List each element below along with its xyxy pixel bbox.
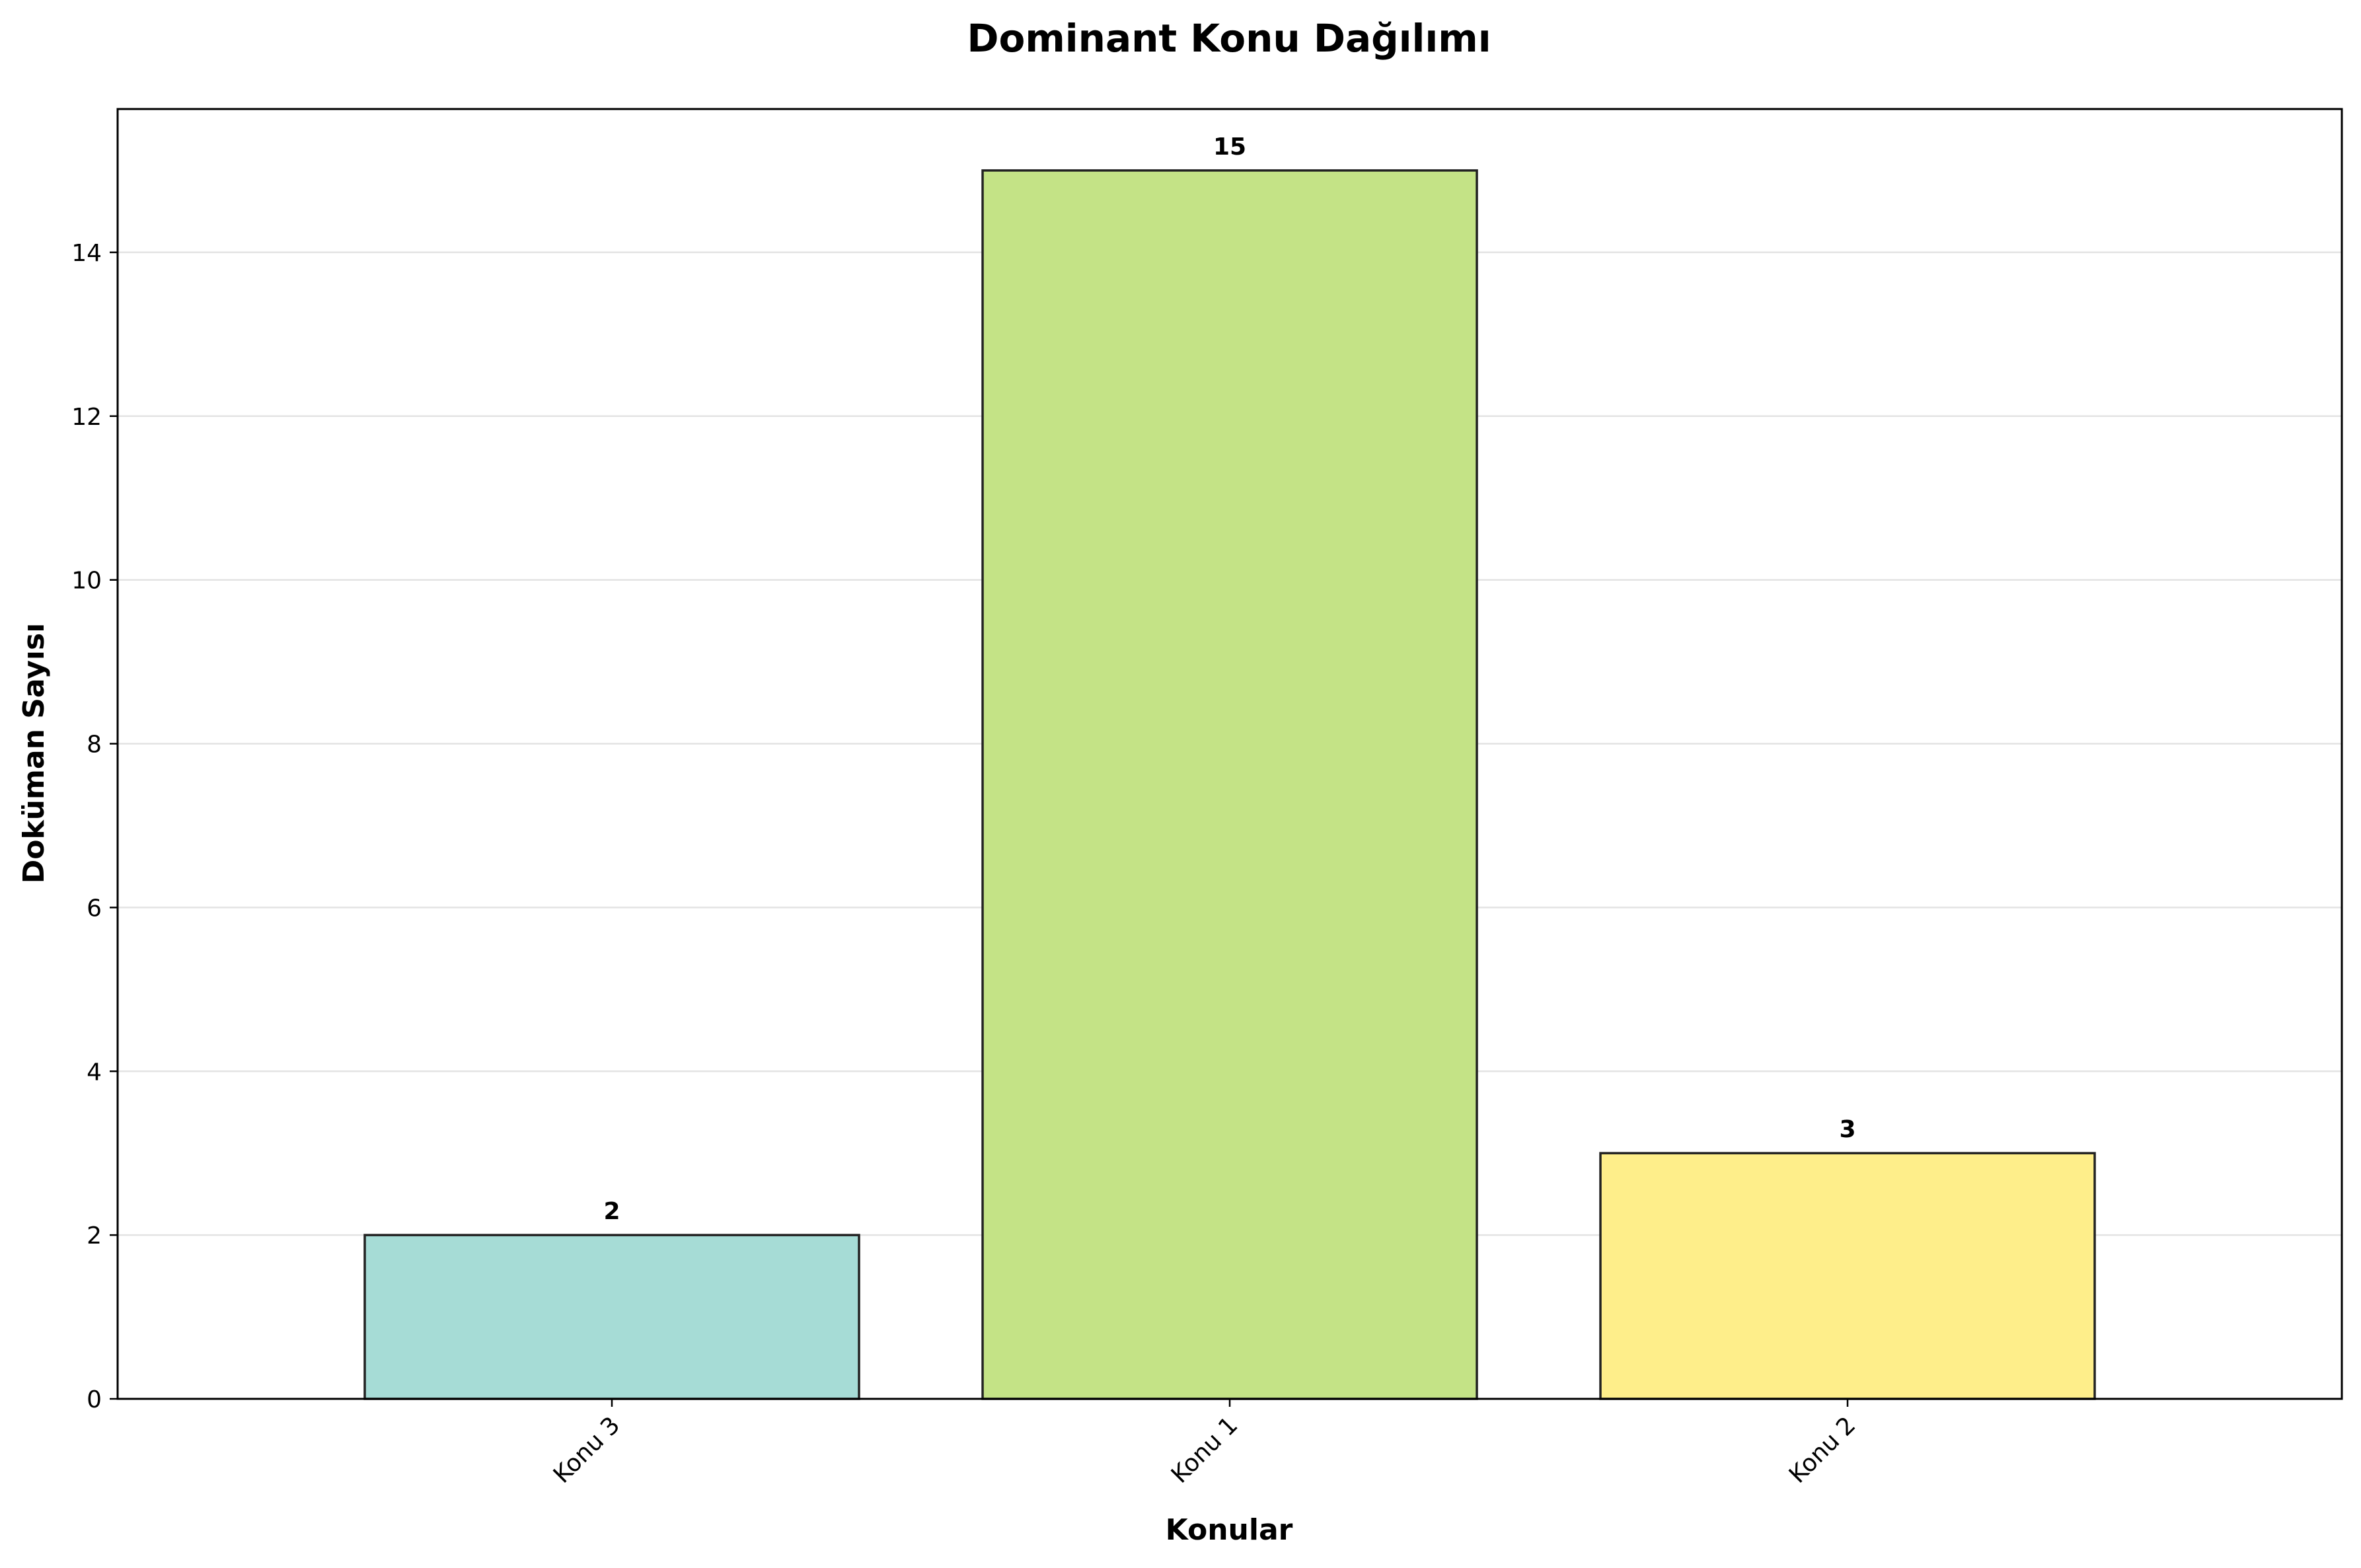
bars-group: [363, 169, 2096, 1400]
bar-konu-3: [363, 1234, 860, 1400]
x-tick-label: Konu 1: [1166, 1411, 1244, 1489]
chart-title: Dominant Konu Dağılımı: [967, 16, 1491, 61]
y-tick-label: 6: [87, 895, 102, 922]
y-tick-label: 0: [87, 1386, 102, 1413]
y-tick-label: 12: [71, 404, 102, 431]
bar-konu-2: [1599, 1152, 2096, 1400]
value-label: 2: [603, 1198, 620, 1225]
x-axis-ticks: Konu 3 Konu 1 Konu 2: [548, 1399, 1861, 1489]
y-tick-label: 4: [87, 1059, 102, 1086]
y-tick-label: 2: [87, 1222, 102, 1250]
y-tick-label: 8: [87, 731, 102, 759]
plot-frame: [116, 108, 2343, 1400]
x-tick-label: Konu 2: [1784, 1411, 1861, 1489]
y-axis-ticks: 0 2 4 6 8 10 12 14: [71, 240, 118, 1413]
y-axis-label: Doküman Sayısı: [17, 623, 51, 884]
x-tick-label: Konu 3: [548, 1411, 626, 1489]
y-tick-label: 10: [71, 568, 102, 595]
bar-konu-1: [981, 169, 1478, 1400]
value-label: 15: [1213, 133, 1246, 161]
y-tick-label: 14: [71, 240, 102, 267]
value-label: 3: [1839, 1116, 1855, 1143]
x-axis-label: Konular: [1166, 1513, 1293, 1547]
value-labels-group: 2 15 3: [603, 133, 1855, 1225]
